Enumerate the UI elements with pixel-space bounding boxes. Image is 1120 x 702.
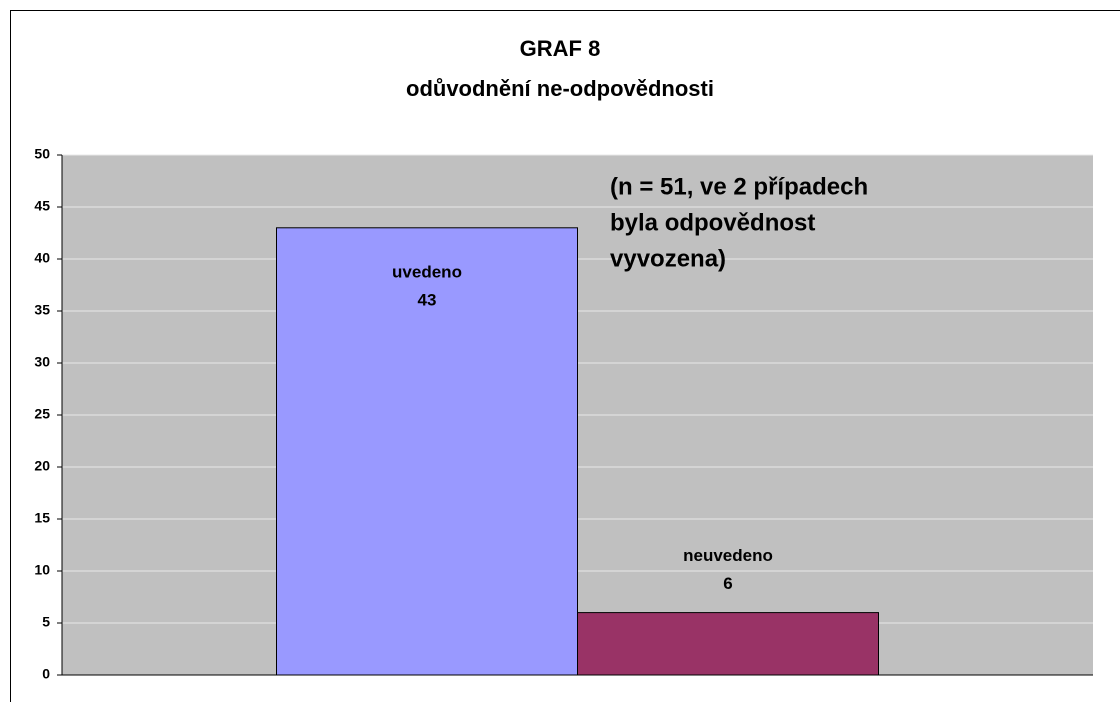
y-tick-label: 5 <box>42 614 50 630</box>
y-tick-label: 15 <box>34 510 50 526</box>
y-tick-label: 50 <box>34 146 50 162</box>
annotation: (n = 51, ve 2 případech <box>610 173 868 200</box>
data-label: 43 <box>418 290 437 309</box>
y-tick-label: 45 <box>34 198 50 214</box>
y-tick-label: 10 <box>34 562 50 578</box>
bar <box>276 227 578 676</box>
y-tick-label: 40 <box>34 250 50 266</box>
data-label-name: uvedeno <box>392 262 462 281</box>
data-label-name: neuvedeno <box>683 546 773 565</box>
y-tick-label: 25 <box>34 406 50 422</box>
y-tick-label: 35 <box>34 302 50 318</box>
chart-title: GRAF 8 <box>520 36 601 61</box>
y-tick-label: 20 <box>34 458 50 474</box>
chart-subtitle: odůvodnění ne-odpovědnosti <box>406 76 714 101</box>
data-label: 6 <box>723 574 732 593</box>
y-tick-label: 0 <box>42 666 50 682</box>
annotation: vyvozena) <box>610 245 726 272</box>
bar <box>577 612 879 676</box>
annotation: byla odpovědnost <box>610 209 815 236</box>
y-tick-label: 30 <box>34 354 50 370</box>
